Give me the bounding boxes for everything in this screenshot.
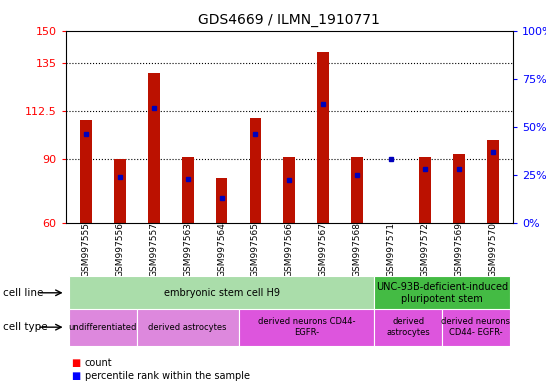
Bar — [317, 52, 329, 223]
Text: GSM997555: GSM997555 — [81, 222, 91, 278]
Bar — [216, 178, 228, 223]
Text: GSM997570: GSM997570 — [488, 222, 497, 278]
Bar — [250, 118, 262, 223]
Bar — [487, 139, 499, 223]
Bar — [114, 159, 126, 223]
Text: GSM997557: GSM997557 — [149, 222, 158, 278]
Bar — [69, 309, 136, 346]
Text: UNC-93B-deficient-induced
pluripotent stem: UNC-93B-deficient-induced pluripotent st… — [376, 282, 508, 304]
Bar — [419, 157, 431, 223]
Text: GSM997563: GSM997563 — [183, 222, 192, 278]
Text: GSM997568: GSM997568 — [353, 222, 361, 278]
Bar — [148, 73, 159, 223]
Text: GSM997565: GSM997565 — [251, 222, 260, 278]
Bar — [239, 309, 374, 346]
Text: embryonic stem cell H9: embryonic stem cell H9 — [164, 288, 280, 298]
Text: GSM997569: GSM997569 — [454, 222, 464, 278]
Text: GSM997564: GSM997564 — [217, 222, 226, 277]
Bar — [182, 157, 194, 223]
Text: derived astrocytes: derived astrocytes — [149, 323, 227, 332]
Text: cell line: cell line — [3, 288, 43, 298]
Text: derived
astrocytes: derived astrocytes — [386, 318, 430, 337]
Text: undifferentiated: undifferentiated — [69, 323, 137, 332]
Text: count: count — [85, 358, 112, 368]
Text: derived neurons CD44-
EGFR-: derived neurons CD44- EGFR- — [258, 318, 355, 337]
Bar — [136, 309, 239, 346]
Text: GSM997572: GSM997572 — [420, 222, 430, 277]
Text: GSM997567: GSM997567 — [319, 222, 328, 278]
Bar — [69, 276, 374, 309]
Text: ■: ■ — [71, 371, 80, 381]
Bar — [442, 309, 510, 346]
Text: derived neurons
CD44- EGFR-: derived neurons CD44- EGFR- — [441, 318, 511, 337]
Text: GSM997566: GSM997566 — [285, 222, 294, 278]
Bar — [351, 157, 363, 223]
Bar — [374, 309, 442, 346]
Text: percentile rank within the sample: percentile rank within the sample — [85, 371, 250, 381]
Text: GSM997556: GSM997556 — [115, 222, 124, 278]
Bar — [283, 157, 295, 223]
Text: ■: ■ — [71, 358, 80, 368]
Text: cell type: cell type — [3, 322, 48, 332]
Bar — [80, 120, 92, 223]
Bar — [453, 154, 465, 223]
Title: GDS4669 / ILMN_1910771: GDS4669 / ILMN_1910771 — [198, 13, 381, 27]
Text: GSM997571: GSM997571 — [387, 222, 396, 278]
Bar — [374, 276, 510, 309]
